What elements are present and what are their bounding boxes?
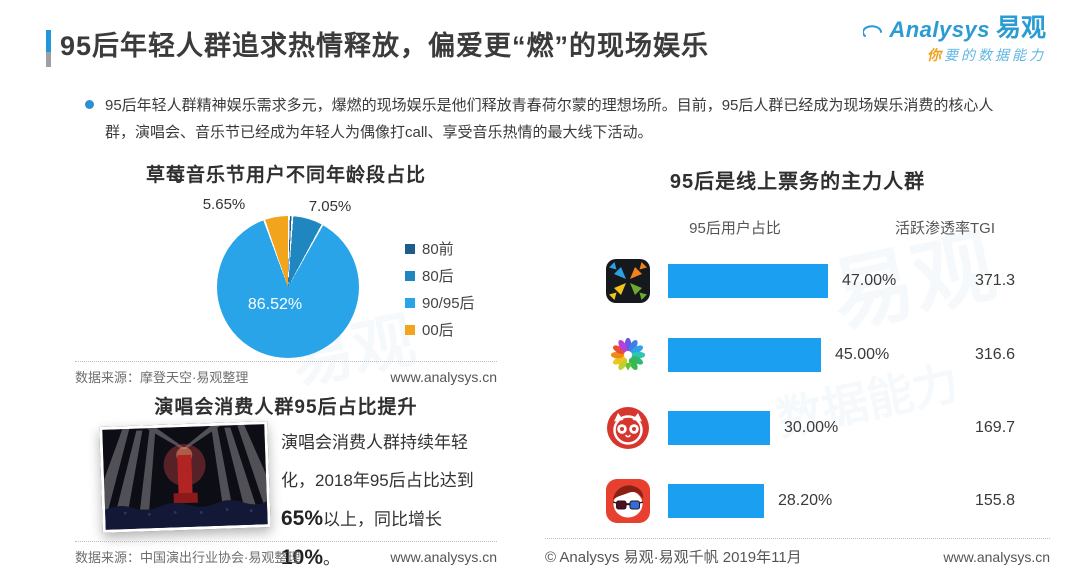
- bar-chart-section: 95后是线上票务的主力人群 95后用户占比 活跃渗透率TGI 47.00% 37…: [545, 160, 1050, 575]
- pie-label-80s: 7.05%: [308, 198, 352, 215]
- bar-row-taopiaopiao: 28.20% 155.8: [605, 478, 1050, 524]
- concert-source-row: 数据来源：中国演出行业协会·易观整理 www.analysys.cn: [75, 547, 497, 566]
- tgi-value: 169.7: [975, 419, 1016, 436]
- tgi-value: 316.6: [975, 346, 1016, 363]
- legend-label: 90/95后: [422, 295, 475, 312]
- concert-description: 演唱会消费人群持续年轻化，2018年95后占比达到 65%以上，同比增长 10%。: [281, 424, 497, 578]
- bar-row-motianlun: 47.00% 371.3: [605, 258, 1050, 304]
- pie-section-title: 草莓音乐节用户不同年龄段占比: [145, 165, 426, 186]
- legend-swatch-80s-icon: [405, 270, 415, 281]
- title-accent-bar: [46, 30, 51, 67]
- motianlun-app-icon: [605, 258, 651, 304]
- bar-site-link[interactable]: www.analysys.cn: [943, 549, 1050, 565]
- logo-tagline-highlight: 你: [927, 47, 944, 63]
- logo-tagline: 你要的数据能力: [863, 48, 1046, 62]
- legend-item-00s: 00后: [405, 321, 475, 339]
- pie-label-9095: 86.52%: [247, 296, 303, 313]
- copyright-text: © Analysys 易观·易观千帆 2019年11月: [545, 549, 802, 566]
- legend-label: 80前: [422, 241, 454, 258]
- bar-value-label: 45.00%: [835, 346, 890, 363]
- desc-seg: 演唱会消费人群持续年轻化，: [281, 433, 468, 490]
- bar-95pct: [668, 484, 764, 518]
- legend-item-80s: 80后: [405, 267, 475, 285]
- maoyan-app-icon: [605, 405, 651, 451]
- column-header-pct: 95后用户占比: [689, 220, 781, 237]
- desc-value-10: 10%: [281, 546, 324, 569]
- legend-item-9095: 90/95后: [405, 294, 475, 312]
- legend-item-80pre: 80前: [405, 240, 475, 258]
- desc-seg: 以上，同比增长: [323, 510, 443, 529]
- pie-label-00s: 5.65%: [202, 196, 246, 213]
- desc-seg: 2018年95后占比达到: [315, 471, 474, 490]
- bar-value-label: 28.20%: [778, 492, 833, 509]
- column-header-tgi: 活跃渗透率TGI: [895, 220, 995, 237]
- legend-label: 80后: [422, 268, 454, 285]
- bar-row-maoyan: 30.00% 169.7: [605, 405, 1050, 451]
- bar-95pct: [668, 411, 770, 445]
- logo-tagline-rest: 要的数据能力: [944, 47, 1046, 63]
- bar-footer-row: © Analysys 易观·易观千帆 2019年11月 www.analysys…: [545, 546, 1050, 567]
- pie-source-text: 数据来源：摩登天空·易观整理: [75, 370, 249, 385]
- bar-value-label: 30.00%: [784, 419, 839, 436]
- pie-legend: 80前 80后 90/95后 00后: [405, 240, 475, 348]
- summary-paragraph: 95后年轻人群精神娱乐需求多元，爆燃的现场娱乐是他们释放青春荷尔蒙的理想场所。目…: [105, 97, 994, 141]
- bar-row-damai: 45.00% 316.6: [605, 332, 1050, 378]
- logo-text-en: Analysys: [889, 17, 990, 42]
- bar-95pct: [668, 338, 821, 372]
- pie-chart: [217, 216, 359, 358]
- divider-concert: [75, 541, 497, 542]
- pie-chart-section: 草莓音乐节用户不同年龄段占比 5.65% 7.05% 86.52% 80前 80…: [75, 160, 497, 392]
- concert-section-title: 演唱会消费人群95后占比提升: [154, 397, 418, 418]
- bar-value-label: 47.00%: [842, 272, 897, 289]
- concert-photo: [96, 421, 275, 533]
- analysys-logo: Analysys 易观 你要的数据能力: [862, 14, 1046, 62]
- bullet-dot-icon: [85, 100, 94, 109]
- tgi-value: 155.8: [975, 492, 1016, 509]
- logo-swoosh-icon: [862, 21, 883, 41]
- legend-swatch-80pre-icon: [405, 243, 415, 254]
- concert-site-link[interactable]: www.analysys.cn: [390, 549, 497, 565]
- logo-text-cn: 易观: [995, 14, 1046, 42]
- concert-section: 演唱会消费人群95后占比提升: [75, 392, 497, 569]
- accent-bar-gray: [46, 52, 51, 67]
- bar-95pct: [668, 264, 828, 298]
- desc-seg: 。: [323, 549, 341, 568]
- pie-source-row: 数据来源：摩登天空·易观整理 www.analysys.cn: [75, 367, 497, 386]
- desc-value-65: 65%: [281, 507, 324, 530]
- accent-bar-blue: [46, 30, 51, 52]
- legend-swatch-9095-icon: [405, 297, 415, 308]
- bar-section-title: 95后是线上票务的主力人群: [669, 171, 926, 193]
- divider-bar-footer: [545, 538, 1050, 539]
- taopiaopiao-app-icon: [605, 478, 651, 524]
- legend-swatch-00s-icon: [405, 324, 415, 335]
- page-title: 95后年轻人群追求热情释放，偏爱更“燃”的现场娱乐: [60, 31, 710, 61]
- divider-pie: [75, 361, 497, 362]
- tgi-value: 371.3: [975, 272, 1016, 289]
- legend-label: 00后: [422, 322, 454, 339]
- damai-app-icon: [605, 332, 651, 378]
- pie-site-link[interactable]: www.analysys.cn: [390, 369, 497, 385]
- concert-photo-art: [96, 424, 275, 530]
- concert-source-text: 数据来源：中国演出行业协会·易观整理: [75, 550, 301, 565]
